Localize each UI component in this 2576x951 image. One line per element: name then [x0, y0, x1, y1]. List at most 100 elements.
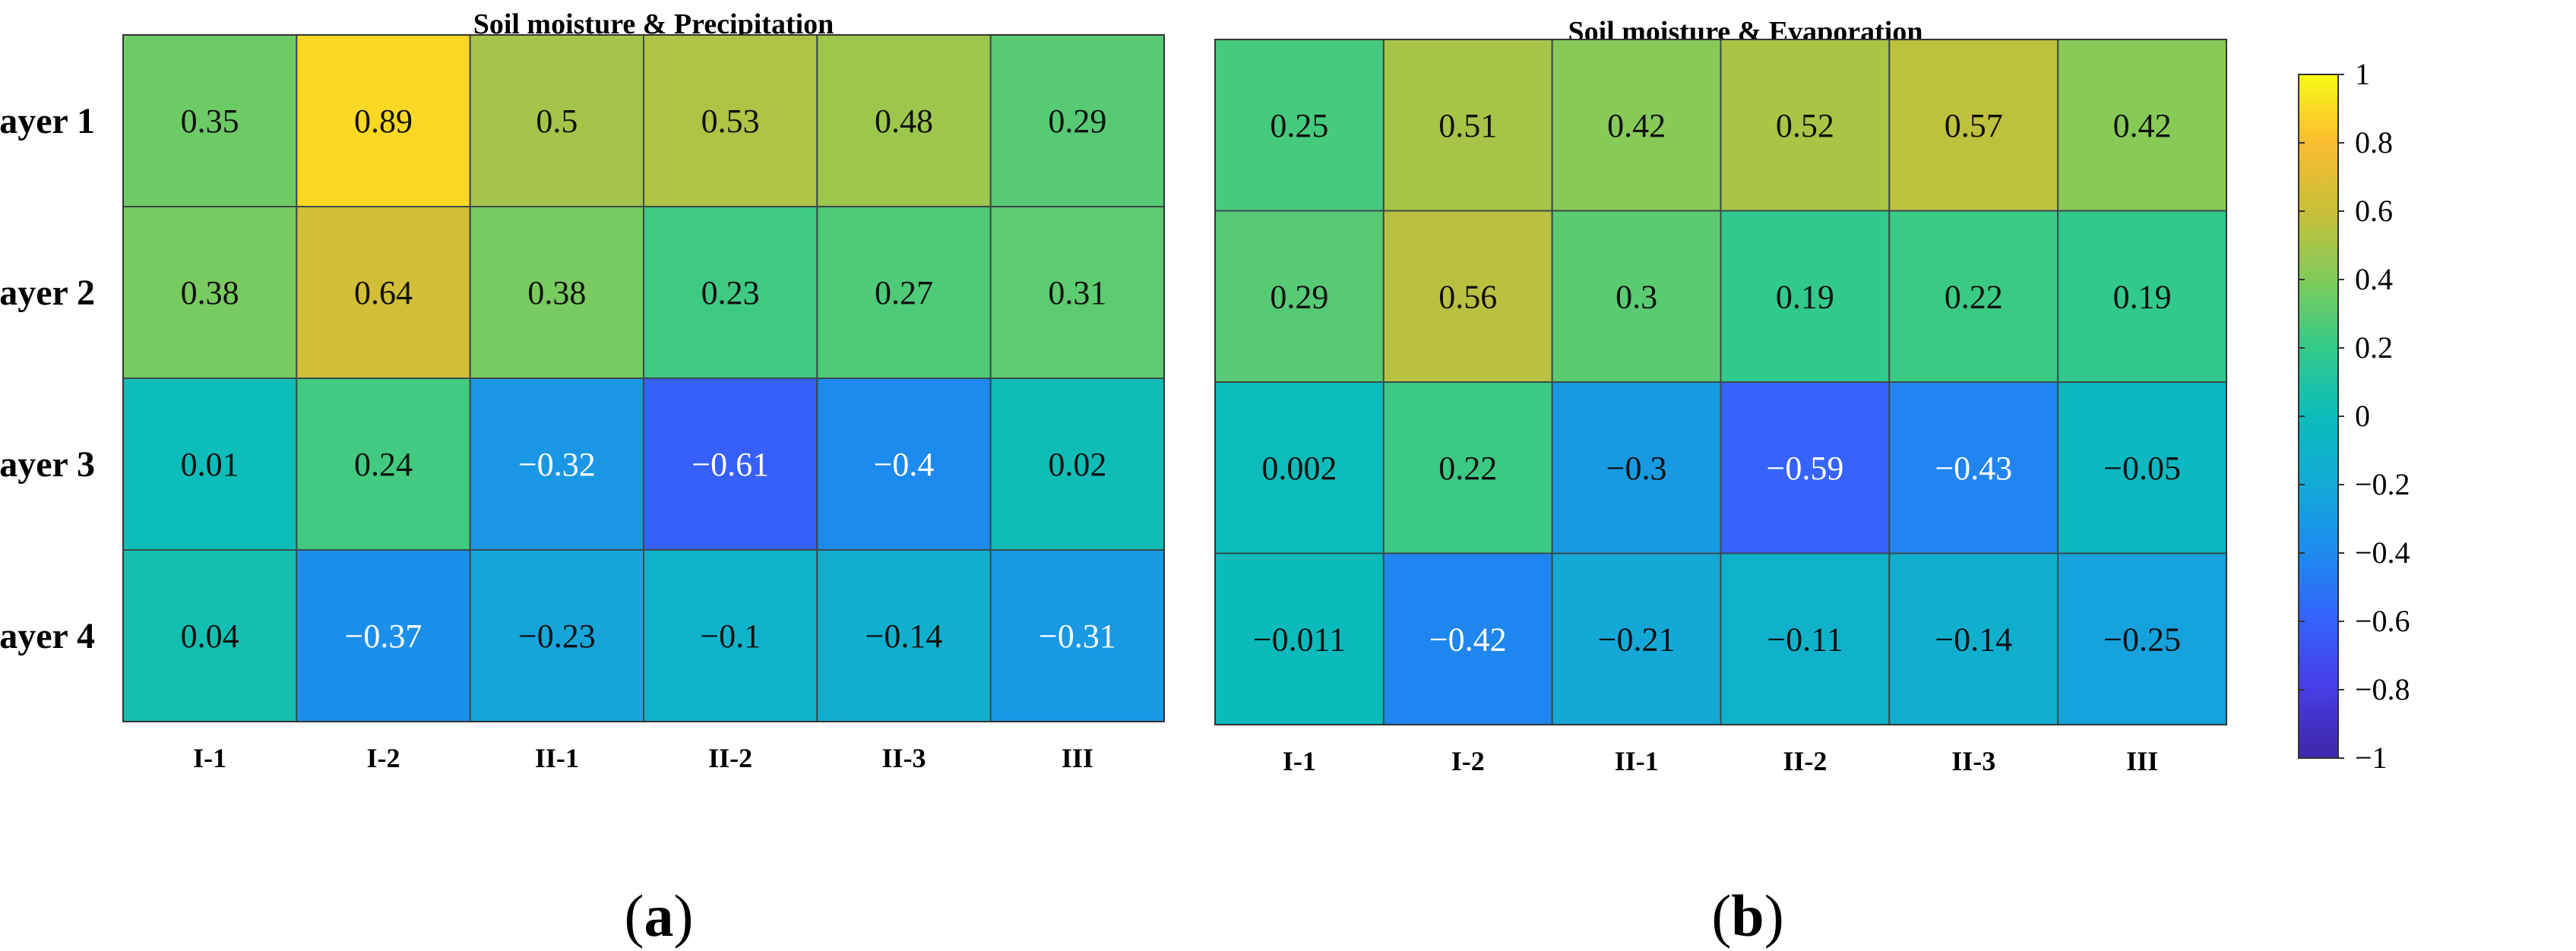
cell-value-label: 0.24 [354, 446, 413, 483]
cell-value-label: 0.01 [181, 446, 239, 483]
heatmap-cell [122, 549, 298, 722]
panel-caption: (a) [625, 883, 694, 949]
cell-value-label: −0.61 [691, 446, 769, 483]
cell-value-label: −0.32 [518, 446, 596, 483]
heatmap-cell [2057, 552, 2228, 725]
cell-value-label: −0.31 [1039, 618, 1116, 655]
heatmap-cell [1382, 210, 1553, 383]
cell-value-label: −0.14 [1935, 621, 2012, 658]
column-label: I-2 [367, 743, 400, 773]
cell-value-label: 0.89 [354, 103, 413, 140]
column-label: II-3 [1951, 746, 1995, 776]
cell-value-label: 0.04 [181, 618, 239, 655]
row-label: Layer 1 [0, 101, 95, 141]
cell-value-label: 0.002 [1261, 450, 1337, 487]
heatmap-cell [643, 549, 818, 722]
heatmap-cell [1888, 381, 2059, 554]
heatmap-cell [989, 549, 1165, 722]
heatmap-cell [296, 549, 471, 722]
cell-value-label: 0.31 [1048, 274, 1106, 311]
heatmap-cell [816, 378, 992, 551]
heatmap-cell [122, 206, 298, 379]
colorbar-tick-label: 0.8 [2355, 125, 2393, 160]
heatmap-cell [1382, 552, 1553, 725]
heatmap-cell [643, 34, 818, 207]
cell-value-label: −0.59 [1767, 450, 1844, 487]
heatmap-cell [296, 378, 471, 551]
heatmap-cell [1888, 210, 2059, 383]
cell-value-label: 0.25 [1270, 107, 1328, 144]
heatmap-cell [1382, 381, 1553, 554]
cell-value-label: 0.64 [354, 274, 413, 311]
heatmap-cell [643, 378, 818, 551]
heatmap-cell [1720, 552, 1891, 725]
heatmap-cell [1888, 552, 2059, 725]
heatmap-border [1214, 39, 2227, 725]
row-label: Layer 3 [0, 444, 95, 485]
cell-value-label: −0.21 [1598, 621, 1676, 658]
colorbar-gradient [2298, 74, 2339, 759]
heatmap-cell [1214, 381, 1385, 554]
column-label: II-1 [1615, 746, 1659, 776]
heatmap-cell [469, 206, 645, 379]
heatmap-cell [816, 549, 992, 722]
heatmap-cell [1214, 39, 1385, 212]
row-label: Layer 4 [0, 616, 95, 656]
heatmap-cell [1551, 210, 1722, 383]
column-label: II-3 [881, 743, 926, 773]
heatmap-cell [643, 206, 818, 379]
colorbar-tick-label: −0.4 [2355, 536, 2410, 570]
colorbar-tick-label: 1 [2355, 57, 2370, 91]
heatmap-cell [469, 378, 645, 551]
heatmap-cell [469, 34, 645, 207]
column-label: III [2126, 746, 2158, 776]
colorbar-tick-label: 0.4 [2355, 262, 2393, 296]
heatmap-cell [1720, 381, 1891, 554]
cell-value-label: 0.38 [181, 274, 239, 311]
heatmap-cell [989, 206, 1165, 379]
cell-value-label: 0.38 [527, 274, 586, 311]
cell-value-label: 0.22 [1438, 450, 1497, 487]
cell-value-label: 0.52 [1776, 107, 1834, 144]
cell-value-label: 0.51 [1438, 107, 1497, 144]
colorbar: 1 0.8 0.6 0.4 0.2 0 −0.2 −0.4 −0.6 −0.8 −1 [2298, 57, 2410, 775]
column-label: I-1 [1283, 746, 1316, 776]
cell-value-label: 0.29 [1048, 103, 1106, 140]
column-label: I-1 [193, 743, 226, 773]
colorbar-tick-label: 0 [2355, 399, 2370, 433]
cell-value-label: −0.25 [2103, 621, 2181, 658]
heatmap-cell [469, 549, 645, 722]
cell-value-label: 0.56 [1438, 278, 1497, 315]
heatmap-cell [1551, 552, 1722, 725]
colorbar-tick-label: −0.8 [2355, 672, 2410, 706]
column-label: I-2 [1451, 746, 1485, 776]
cell-value-label: 0.27 [875, 274, 933, 311]
cell-value-label: −0.011 [1253, 621, 1346, 658]
heatmap-cell [989, 378, 1165, 551]
cell-value-label: 0.02 [1048, 446, 1106, 483]
cell-value-label: 0.53 [701, 103, 760, 140]
cell-value-label: −0.05 [2103, 450, 2181, 487]
cell-value-label: −0.4 [874, 446, 935, 483]
colorbar-tick-label: 0.6 [2355, 194, 2393, 228]
heatmap-cell [2057, 39, 2228, 212]
row-label: Layer 2 [0, 273, 95, 313]
cell-value-label: −0.37 [345, 618, 422, 655]
cell-value-label: 0.23 [701, 274, 760, 311]
cell-value-label: 0.48 [875, 103, 933, 140]
heatmap-cell [2057, 381, 2228, 554]
column-label: II-1 [535, 743, 579, 773]
cell-value-label: 0.19 [1776, 278, 1834, 315]
colorbar-tick-label: 0.2 [2355, 330, 2393, 365]
column-label: III [1062, 743, 1093, 773]
cell-value-label: 0.35 [181, 103, 239, 140]
heatmap-cell [1214, 552, 1385, 725]
colorbar-tick-label: −1 [2355, 741, 2388, 775]
panel-caption: (b) [1711, 883, 1783, 949]
cell-value-label: 0.19 [2113, 278, 2172, 315]
cell-value-label: −0.43 [1935, 450, 2012, 487]
cell-value-label: 0.29 [1270, 278, 1328, 315]
